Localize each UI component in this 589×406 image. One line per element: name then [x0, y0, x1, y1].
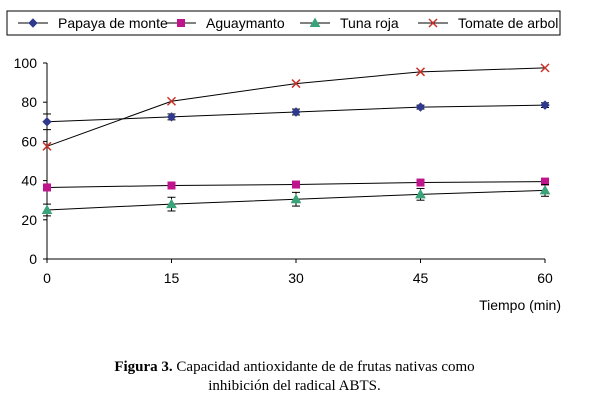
data-point	[539, 184, 551, 195]
caption-line1: Capacidad antioxidante de de frutas nati…	[172, 359, 475, 375]
legend-marker	[28, 18, 38, 28]
data-point	[540, 63, 550, 73]
series-tomate-de-arbol	[42, 63, 550, 151]
x-tick-label: 45	[413, 270, 429, 286]
figure-caption: Figura 3. Capacidad antioxidante de de f…	[0, 358, 589, 396]
y-tick-label: 0	[29, 251, 37, 267]
caption-line2: inhibición del radical ABTS.	[208, 378, 381, 394]
series-papaya-de-monte	[42, 100, 550, 131]
legend-marker	[177, 19, 185, 27]
legend-marker	[309, 17, 321, 27]
legend-entry: Papaya de monte	[18, 15, 168, 31]
legend-entry: Tomate de arbol	[418, 15, 558, 31]
data-point	[43, 183, 51, 192]
legend-box	[6, 10, 561, 36]
series-tuna-roja	[41, 184, 551, 217]
series-line	[46, 67, 546, 147]
legend-marker	[428, 18, 438, 28]
y-tick-label: 100	[14, 55, 38, 71]
y-tick-label: 20	[21, 212, 37, 228]
data-point	[291, 107, 301, 117]
axes: 0 20 40 60 80 100 0 15 30 45 60	[14, 55, 553, 286]
y-tick-label: 60	[21, 133, 37, 149]
data-point	[540, 100, 550, 110]
data-point	[167, 181, 176, 190]
y-tick-label: 80	[21, 94, 37, 110]
data-point	[291, 79, 301, 89]
data-point	[415, 67, 426, 77]
legend-label: Aguaymanto	[206, 15, 285, 31]
legend-label: Papaya de monte	[58, 15, 168, 31]
series-layer	[41, 63, 551, 217]
x-tick-label: 15	[164, 270, 180, 286]
legend-entry: Aguaymanto	[166, 15, 285, 31]
data-point	[166, 198, 177, 209]
caption-label: Figura 3.	[114, 359, 173, 375]
x-axis-label: Tiempo (min)	[479, 297, 561, 313]
y-tick-label: 40	[21, 173, 37, 189]
data-point	[42, 141, 52, 151]
data-point	[415, 102, 426, 112]
x-tick-label: 0	[43, 270, 51, 286]
chart: Papaya de monte Aguaymanto Tuna roja Tomate…	[6, 10, 561, 313]
data-point	[42, 117, 52, 127]
data-point	[416, 178, 425, 187]
data-point	[415, 188, 426, 199]
data-point	[290, 193, 302, 204]
data-point	[166, 96, 177, 106]
x-tick-label: 30	[288, 270, 304, 286]
series-aguaymanto	[43, 177, 549, 192]
data-point	[292, 180, 300, 189]
data-point	[41, 204, 53, 214]
data-point	[166, 112, 177, 122]
legend: Papaya de monte Aguaymanto Tuna roja Tomate…	[6, 10, 561, 36]
x-tick-label: 60	[537, 270, 553, 286]
legend-entry: Tuna roja	[300, 15, 399, 31]
legend-label: Tomate de arbol	[458, 15, 558, 31]
legend-label: Tuna roja	[340, 15, 399, 31]
